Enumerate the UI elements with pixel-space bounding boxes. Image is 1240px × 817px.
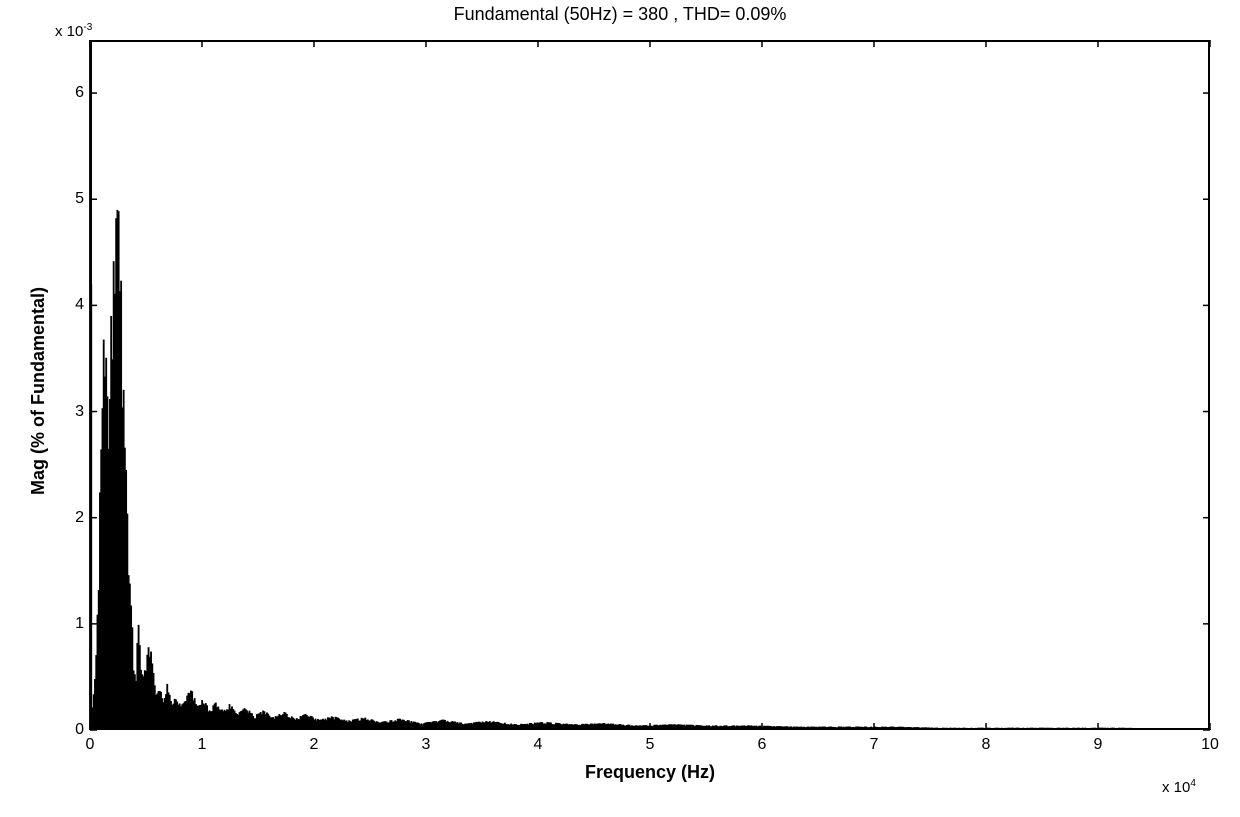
xtick-label: 10	[1201, 736, 1219, 754]
xtick-label: 7	[870, 736, 879, 754]
x-axis-exponent: x 104	[1162, 778, 1196, 796]
xtick-label: 9	[1094, 736, 1103, 754]
ytick-label: 5	[62, 190, 84, 208]
x-exp-base: x 10	[1162, 779, 1190, 796]
figure: Fundamental (50Hz) = 380 , THD= 0.09% x …	[0, 0, 1240, 817]
xtick-label: 1	[198, 736, 207, 754]
ytick-label: 1	[62, 615, 84, 633]
plot-svg	[0, 0, 1240, 817]
xtick-label: 5	[646, 736, 655, 754]
xtick-label: 0	[86, 736, 95, 754]
xtick-label: 4	[534, 736, 543, 754]
y-axis-label: Mag (% of Fundamental)	[28, 287, 49, 495]
ytick-label: 6	[62, 84, 84, 102]
xtick-label: 6	[758, 736, 767, 754]
xtick-label: 8	[982, 736, 991, 754]
ytick-label: 0	[62, 721, 84, 739]
ytick-label: 2	[62, 509, 84, 527]
ytick-label: 4	[62, 296, 84, 314]
xtick-label: 3	[422, 736, 431, 754]
xtick-label: 2	[310, 736, 319, 754]
x-axis-label: Frequency (Hz)	[90, 762, 1210, 783]
ytick-label: 3	[62, 403, 84, 421]
x-exp-power: 4	[1190, 778, 1196, 789]
